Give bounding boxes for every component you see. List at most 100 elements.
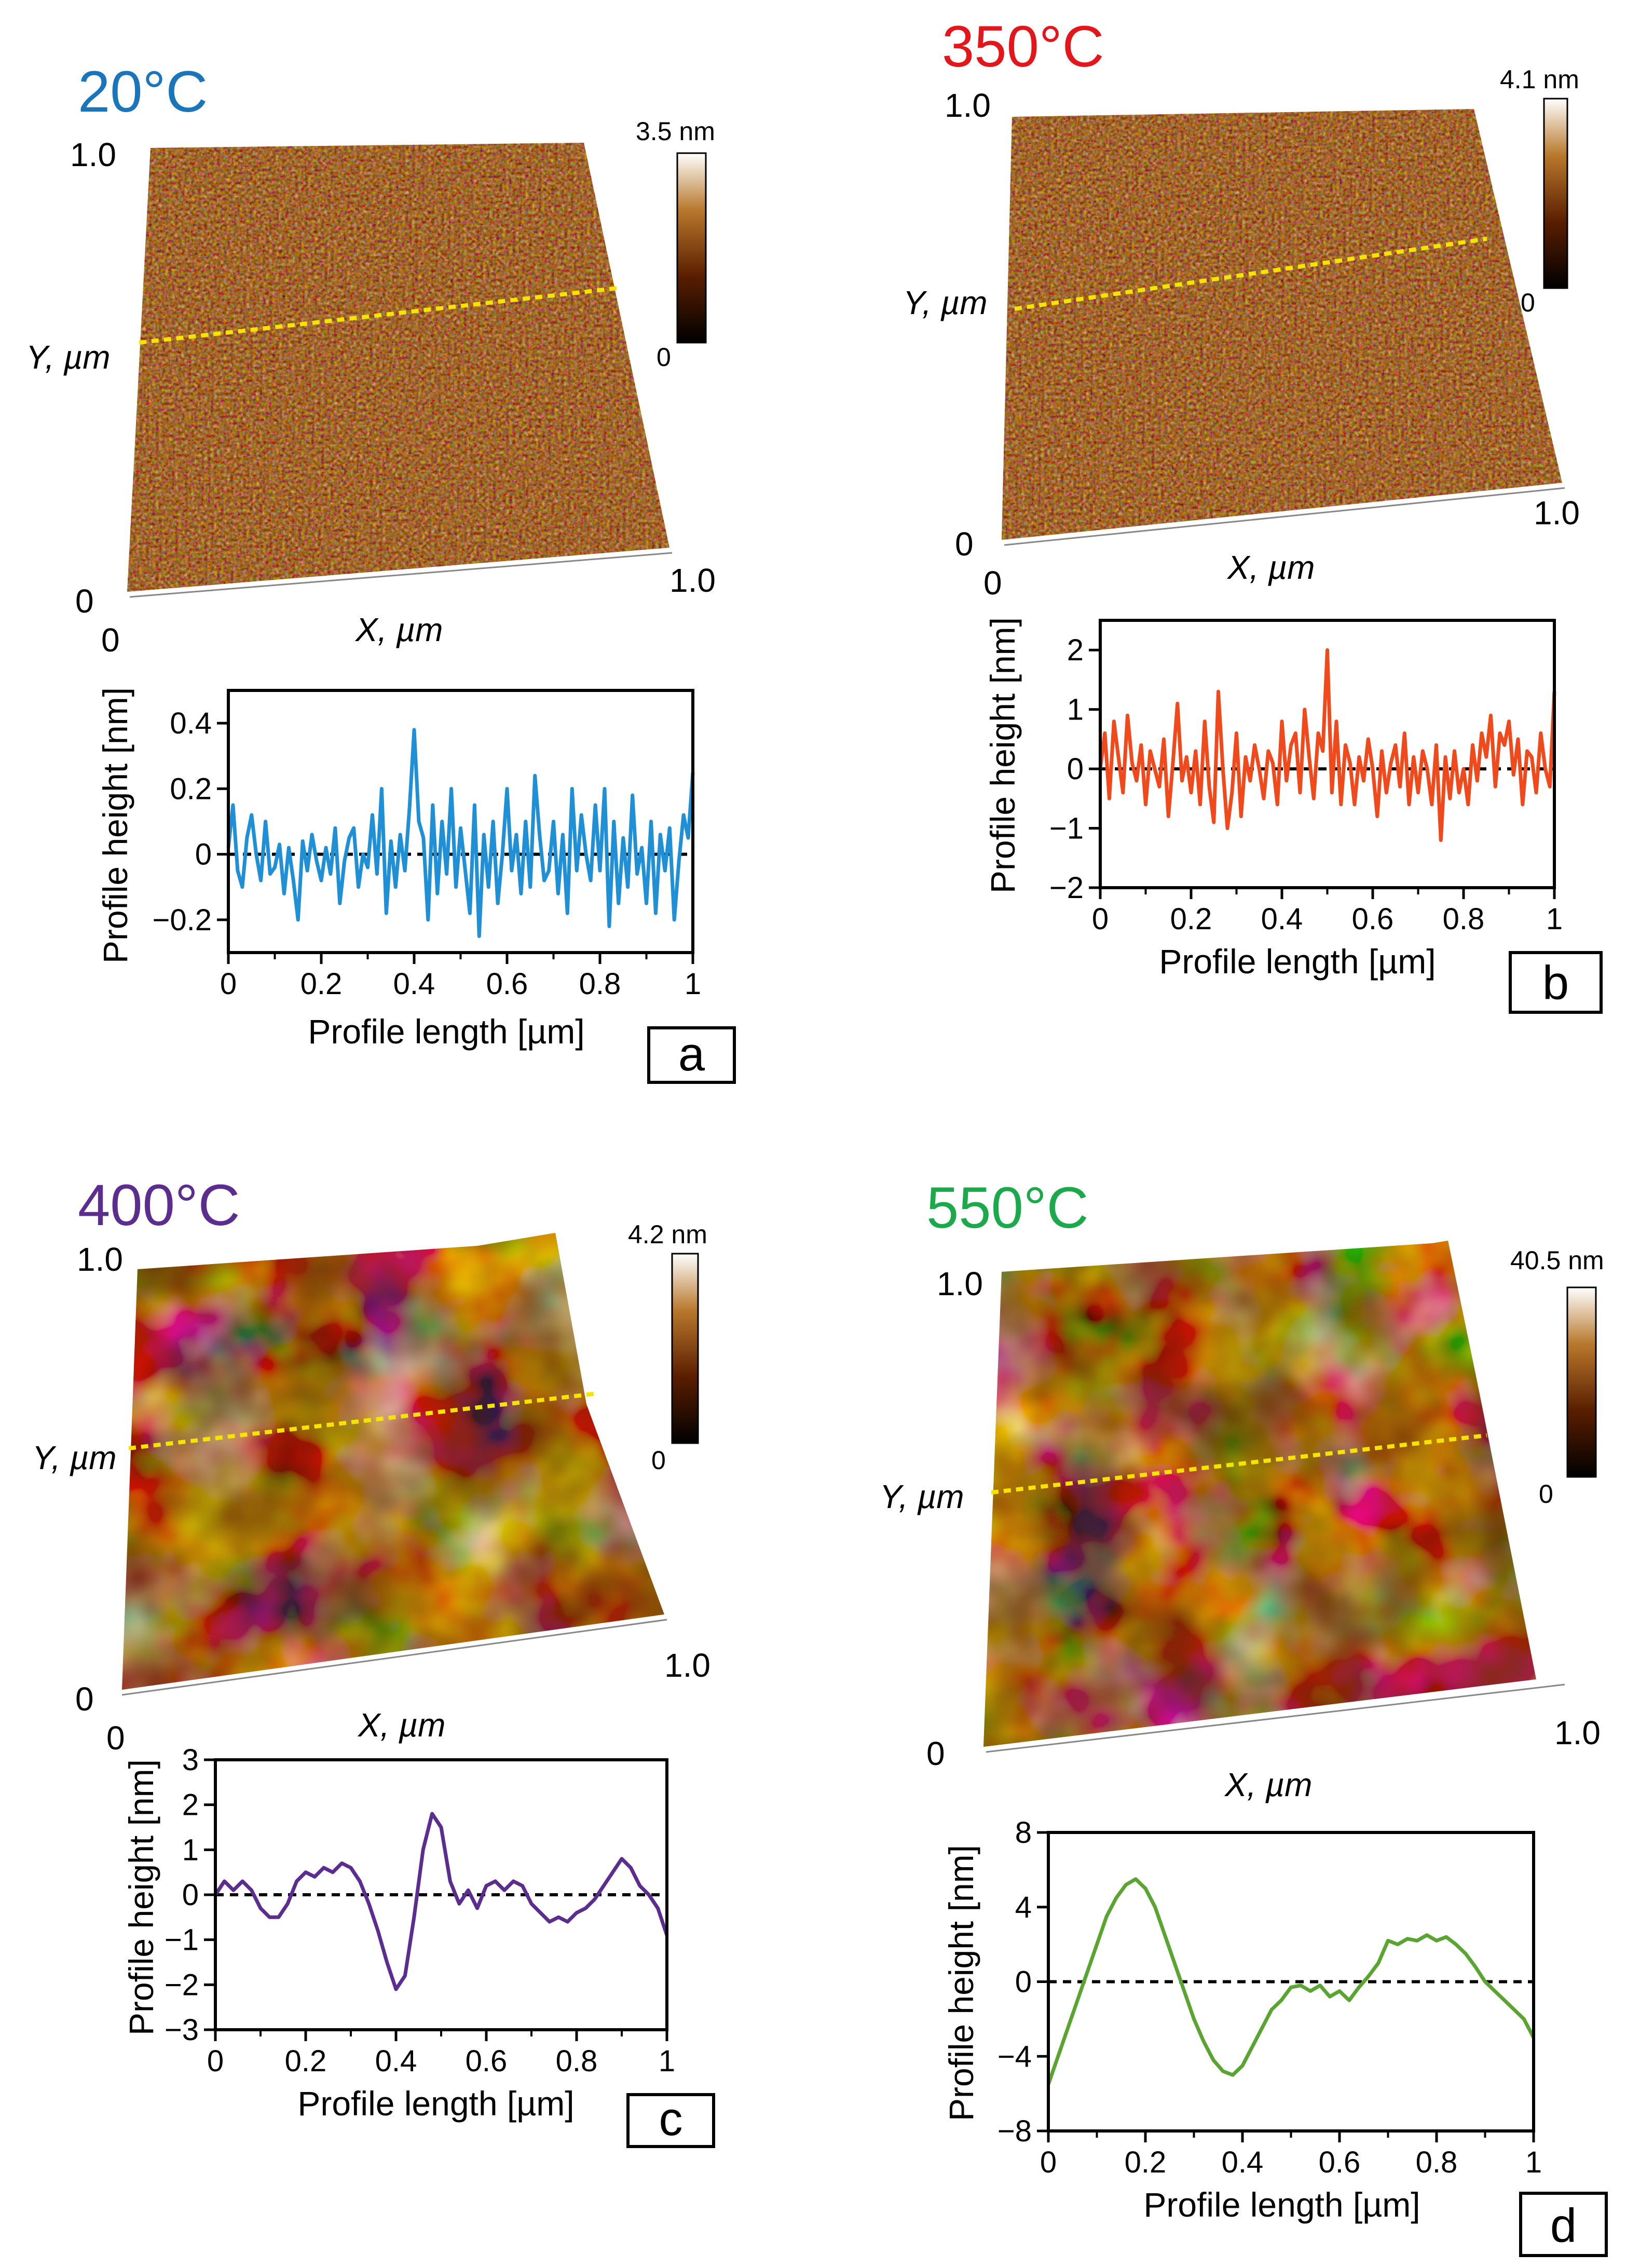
panel-a-x-max-label: 1.0 (669, 562, 716, 599)
panel-b-x-axis-label: X, µm (1226, 549, 1315, 586)
y-tick-label: 0.4 (170, 707, 212, 740)
panel-d-colorbar-max: 40.5 nm (1510, 1246, 1604, 1275)
panel-d-colorbar-min: 0 (1539, 1479, 1553, 1509)
panel-letter-box (1509, 951, 1603, 1014)
panel-c-origin-y-label: 0 (75, 1680, 94, 1718)
panel-letter-box (1519, 2192, 1608, 2257)
series-line-a (226, 728, 695, 938)
x-tick-label: 0.4 (375, 2044, 417, 2078)
panel-c-temperature: 400°C (78, 1173, 240, 1238)
y-tick-label: −2 (1049, 871, 1084, 905)
x-tick-label: 1 (685, 967, 701, 1001)
panel-a-origin-x-label: 0 (101, 621, 120, 659)
panel-a: 20°C 1.0 Y, µm 0 0 1.0 X, µm 3.5 nm 0 (26, 59, 716, 659)
panel-c-x-axis-3d (121, 1619, 667, 1696)
x-tick-label: 0.4 (1222, 2145, 1264, 2179)
panel-d-afm-texture (983, 1241, 1536, 1747)
panel-c: 400°C 1.0 Y, µm 0 0 1.0 X, µm 4.2 nm 0 (32, 1173, 710, 1757)
panel-b-origin-y-label: 0 (955, 525, 974, 563)
x-axis-label: Profile length [µm] (1143, 2185, 1420, 2224)
y-tick-label: 2 (182, 1788, 199, 1822)
y-tick-label: 0 (182, 1878, 199, 1912)
x-tick-label: 0.2 (300, 967, 343, 1001)
panel-b-colorbar-min: 0 (1521, 288, 1535, 317)
panel-b-colorbar (1543, 98, 1568, 289)
profile-chart-b: 0 0.2 0.4 0.6 0.8 1 −2 −1 0 1 2 Profile length [µm]… (983, 617, 1603, 1014)
y-tick-label: −8 (997, 2114, 1032, 2148)
x-tick-label: 0.8 (1443, 902, 1485, 936)
y-tick-label: 2 (1067, 633, 1084, 667)
x-tick-label: 0.6 (1352, 902, 1394, 936)
panel-c-afm-texture (122, 1233, 664, 1690)
panel-d-x-axis-label: X, µm (1224, 1766, 1312, 1803)
profile-chart-d: 0 0.2 0.4 0.6 0.8 1 −8 −4 0 4 8 Profile length [µm]… (942, 1816, 1608, 2257)
panel-c-colorbar-min: 0 (651, 1446, 666, 1475)
y-tick-label: 1 (182, 1833, 199, 1867)
panel-c-x-axis-label: X, µm (357, 1706, 445, 1744)
x-tick-label: 0 (220, 967, 237, 1001)
panel-a-colorbar (676, 152, 707, 344)
x-tick-label: 0 (1040, 2145, 1057, 2179)
panel-d-y-axis-label: Y, µm (880, 1478, 964, 1515)
panel-letter: c (659, 2093, 683, 2145)
x-axis-label: Profile length [µm] (297, 2084, 574, 2123)
series-line-c (214, 1812, 669, 1991)
panel-a-y-max-label: 1.0 (70, 136, 116, 173)
panel-b-temperature: 350°C (942, 14, 1104, 79)
x-tick-label: 1 (1525, 2145, 1542, 2179)
panel-b-scan-line (1014, 237, 1487, 311)
panel-b-x-max-label: 1.0 (1534, 494, 1580, 532)
x-tick-label: 0.6 (466, 2044, 508, 2078)
y-axis-label: Profile height [nm] (96, 687, 134, 963)
panel-c-colorbar-max: 4.2 nm (628, 1220, 707, 1249)
x-tick-label: 0.2 (1125, 2145, 1167, 2179)
panel-a-temperature: 20°C (78, 59, 208, 124)
y-tick-label: 3 (182, 1743, 199, 1777)
y-axis-label: Profile height [nm] (983, 617, 1022, 893)
panel-letter-box (626, 2093, 715, 2148)
panel-d-y-max-label: 1.0 (937, 1265, 983, 1302)
panel-c-colorbar (671, 1253, 699, 1444)
panel-letter: b (1542, 957, 1569, 1010)
panel-a-colorbar-min: 0 (657, 343, 671, 372)
y-tick-label: −1 (1049, 812, 1084, 846)
y-tick-label: −1 (165, 1923, 199, 1957)
x-tick-label: 1 (1546, 902, 1563, 936)
series-line-b (1098, 648, 1556, 842)
panel-b-origin-x-label: 0 (983, 564, 1002, 602)
y-tick-label: 0 (1015, 1965, 1032, 1999)
panel-a-y-axis-label: Y, µm (26, 338, 111, 376)
panel-a-x-axis-3d (129, 552, 673, 598)
y-tick-label: −0.2 (153, 903, 212, 937)
panel-letter: d (1550, 2199, 1577, 2252)
y-tick-label: 0 (195, 838, 212, 872)
panel-c-x-max-label: 1.0 (664, 1647, 710, 1684)
x-tick-label: 0 (207, 2044, 224, 2078)
x-axis-label: Profile length [µm] (1159, 942, 1436, 981)
panel-b-x-axis-3d (1004, 487, 1565, 546)
x-tick-label: 0.6 (1319, 2145, 1361, 2179)
y-tick-label: −2 (165, 1968, 199, 2002)
x-tick-label: 0.4 (393, 967, 435, 1001)
panel-a-afm-texture (127, 143, 669, 592)
y-tick-label: −4 (997, 2040, 1032, 2073)
panel-b-afm-texture (1002, 109, 1562, 540)
panel-a-scan-line (139, 286, 618, 345)
x-tick-label: 0.4 (1261, 902, 1303, 936)
y-tick-label: −3 (165, 2013, 199, 2047)
panel-a-origin-y-label: 0 (75, 582, 94, 620)
x-tick-label: 0.6 (486, 967, 528, 1001)
panel-c-y-axis-label: Y, µm (32, 1439, 117, 1476)
x-tick-label: 0.8 (556, 2044, 598, 2078)
panel-b-y-axis-label: Y, µm (903, 284, 988, 321)
panel-d: 550°C 1.0 Y, µm 0 1.0 X, µm 40.5 nm 0 (880, 1175, 1604, 1803)
panel-a-x-axis-label: X, µm (354, 611, 443, 648)
x-tick-label: 0.2 (1170, 902, 1212, 936)
panel-c-origin-x-label: 0 (106, 1719, 125, 1757)
panel-d-origin-y-label: 0 (926, 1735, 945, 1772)
panel-a-colorbar-max: 3.5 nm (636, 117, 715, 146)
panel-d-scan-line (991, 1433, 1487, 1495)
y-tick-label: 4 (1015, 1891, 1032, 1924)
